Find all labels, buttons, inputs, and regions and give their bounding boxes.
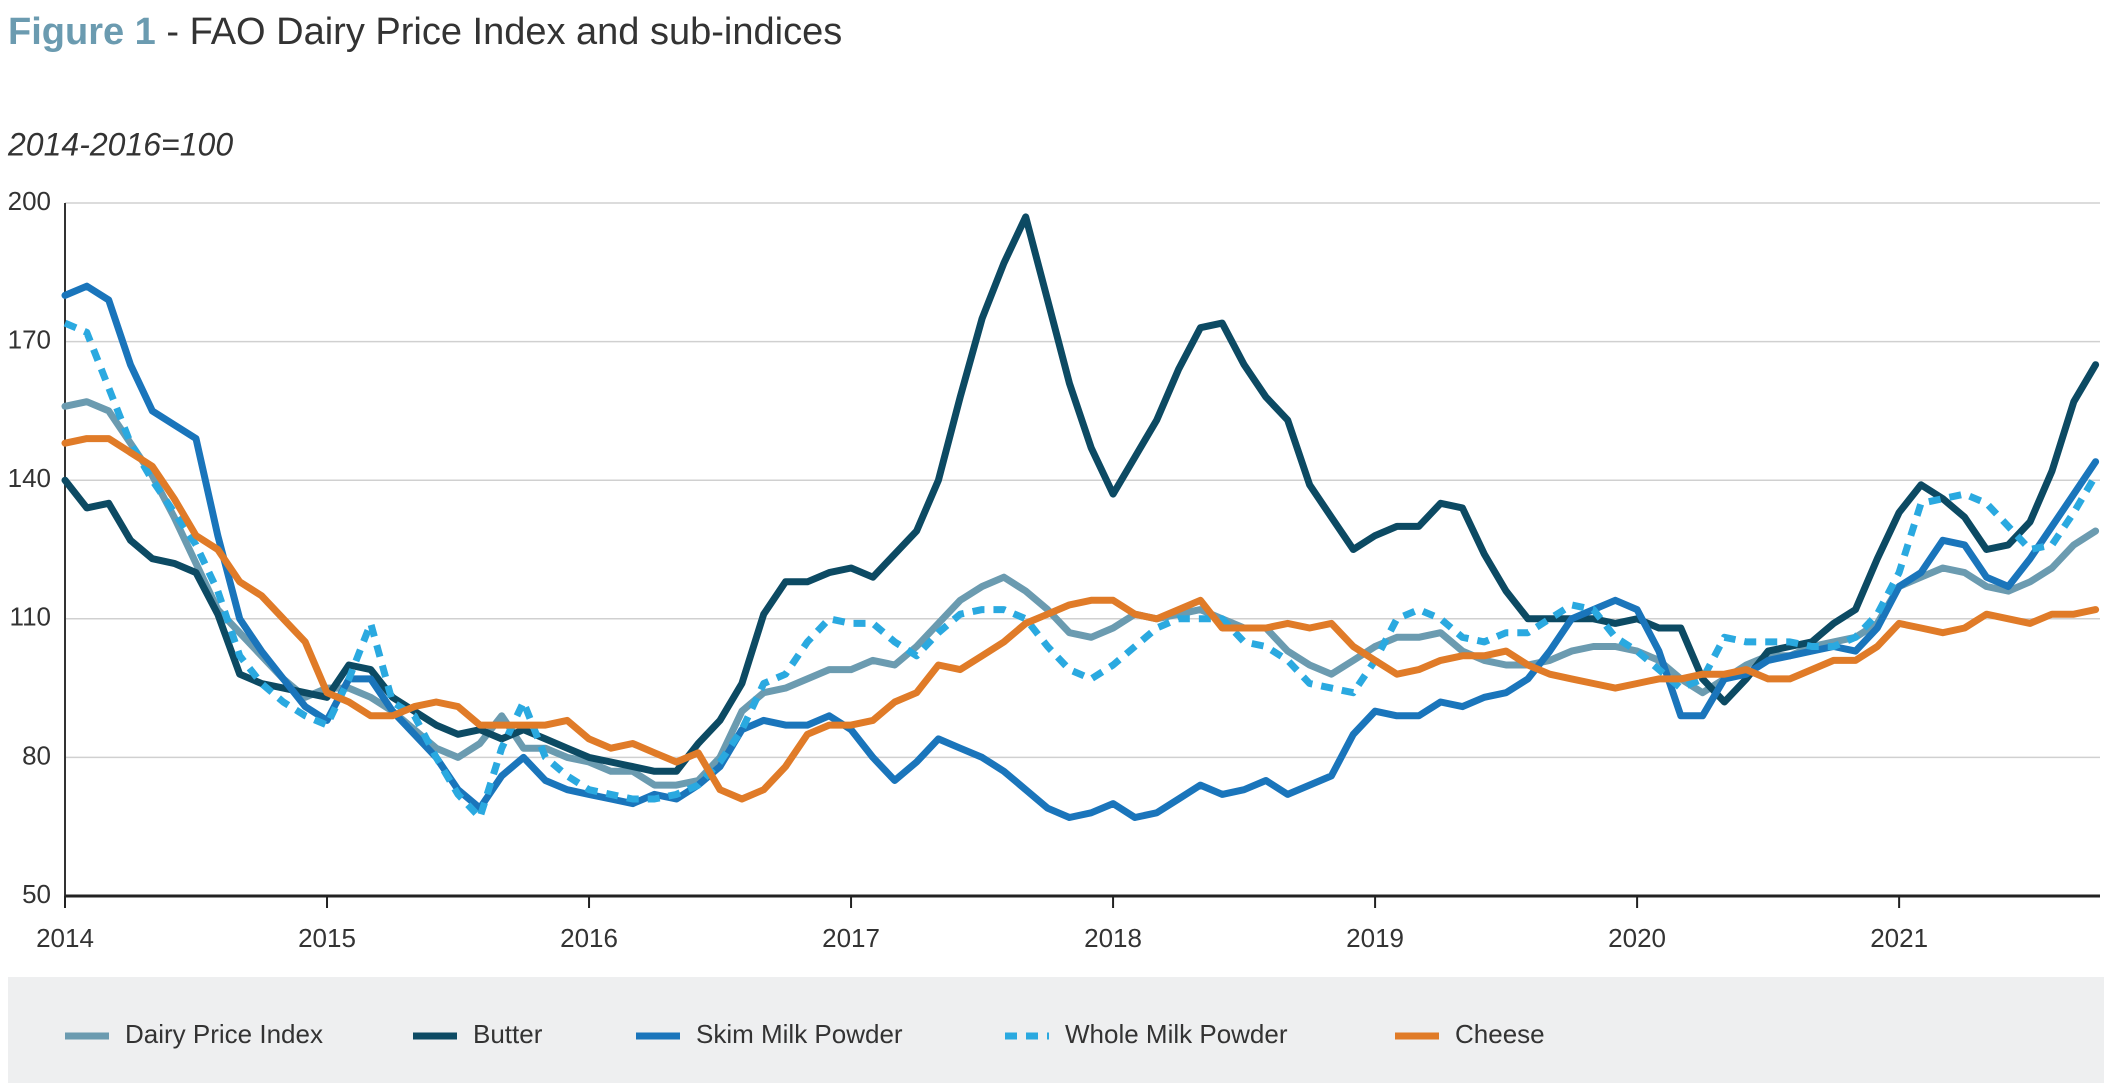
legend-label: Whole Milk Powder: [1065, 1019, 1288, 1049]
legend-box: [8, 977, 2104, 1083]
x-tick-label: 2018: [1084, 923, 1142, 953]
legend-label: Cheese: [1455, 1019, 1545, 1049]
legend-label: Butter: [473, 1019, 543, 1049]
series-line: [61, 282, 2100, 821]
x-tick-label: 2016: [560, 923, 618, 953]
subtitle: 2014-2016=100: [7, 126, 233, 162]
series-line: [61, 398, 2100, 789]
y-tick-label: 80: [22, 740, 51, 770]
y-tick-label: 140: [8, 463, 51, 493]
legend-label: Dairy Price Index: [125, 1019, 323, 1049]
x-tick-label: 2017: [822, 923, 880, 953]
series-line: [63, 319, 2099, 821]
series-line: [61, 435, 2100, 803]
x-tick-label: 2019: [1346, 923, 1404, 953]
y-tick-label: 170: [8, 324, 51, 354]
y-tick-label: 200: [8, 186, 51, 216]
title-text: - FAO Dairy Price Index and sub-indices: [166, 11, 842, 53]
x-tick-label: 2021: [1870, 923, 1928, 953]
x-tick-label: 2015: [298, 923, 356, 953]
chart-title: Figure 1 - FAO Dairy Price Index and sub…: [8, 11, 842, 53]
x-tick-label: 2020: [1608, 923, 1666, 953]
y-tick-label: 110: [10, 602, 51, 632]
series-line: [61, 213, 2100, 775]
y-tick-label: 50: [22, 879, 51, 909]
legend-label: Skim Milk Powder: [696, 1019, 903, 1049]
x-tick-label: 2014: [36, 923, 94, 953]
figure-label: Figure 1: [8, 11, 156, 53]
